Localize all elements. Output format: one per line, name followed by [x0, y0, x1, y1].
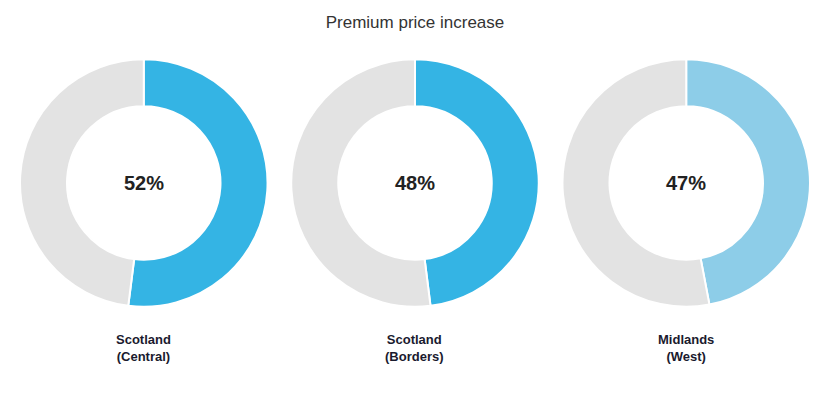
svg-text:48%: 48% — [395, 172, 435, 194]
svg-text:Premium price increase: Premium price increase — [326, 13, 505, 32]
svg-text:Scotland(Central): Scotland(Central) — [116, 332, 171, 364]
svg-text:47%: 47% — [666, 172, 706, 194]
svg-text:52%: 52% — [124, 172, 164, 194]
svg-text:Midlands(West): Midlands(West) — [658, 332, 714, 364]
svg-text:Scotland(Borders): Scotland(Borders) — [385, 332, 444, 364]
